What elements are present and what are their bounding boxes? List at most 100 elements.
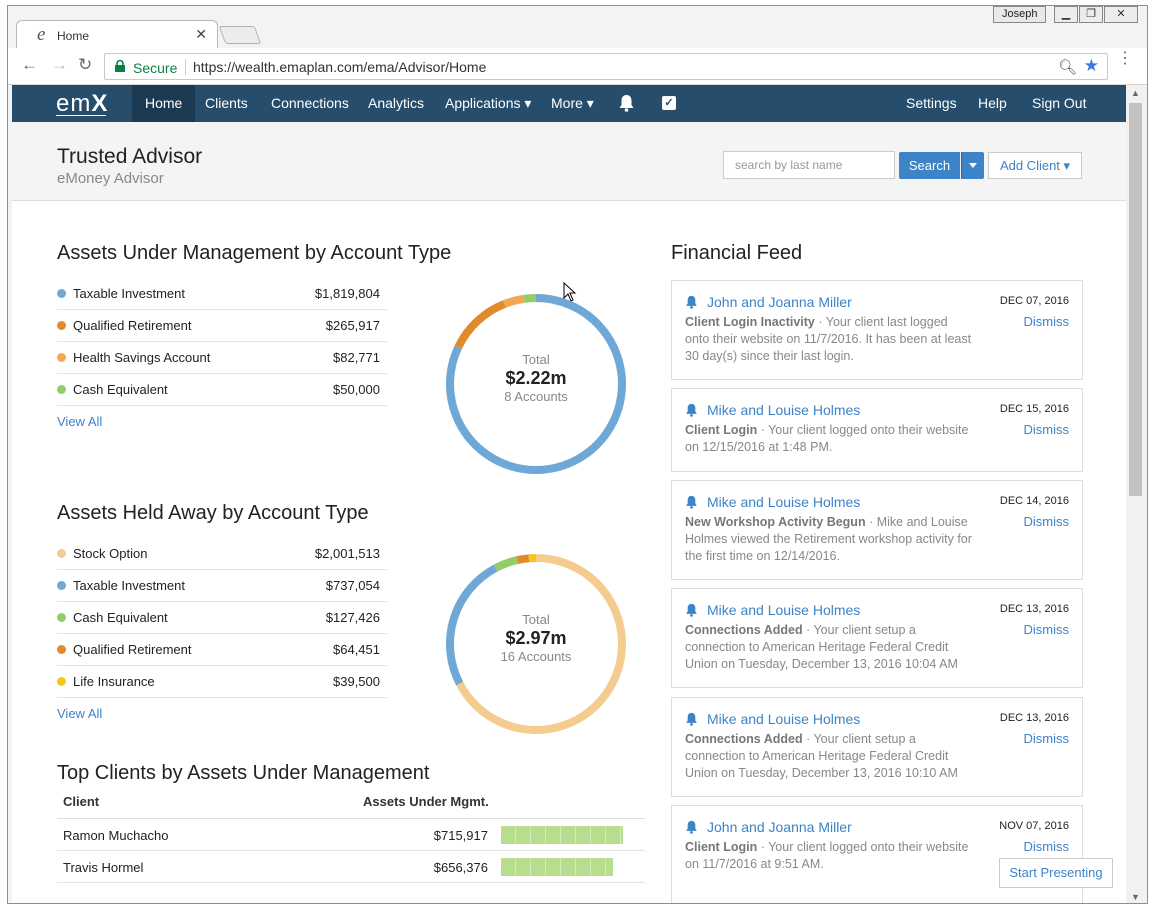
donut-slice-0[interactable] xyxy=(446,294,626,474)
legend-label: Cash Equivalent xyxy=(73,610,168,625)
back-arrow-icon[interactable]: ← xyxy=(21,55,38,74)
feed-text: Connections Added · Your client setup a … xyxy=(685,731,975,782)
emx-logo[interactable]: emX xyxy=(56,90,108,118)
donut-slice-1[interactable] xyxy=(446,564,498,686)
nav-home[interactable]: Home xyxy=(132,85,196,122)
legend-dot xyxy=(57,677,66,686)
legend-dot xyxy=(57,581,66,590)
browser-menu-icon[interactable]: ⋮ xyxy=(1117,50,1133,67)
legend-label: Taxable Investment xyxy=(73,578,186,593)
search-options-dropdown[interactable] xyxy=(961,152,984,179)
add-client-button[interactable]: Add Client ▾ xyxy=(988,152,1082,179)
close-tab-icon[interactable]: ✕ xyxy=(195,26,207,42)
bell-icon xyxy=(686,495,697,509)
legend-value: $2,001,513 xyxy=(314,546,380,561)
legend-value: $50,000 xyxy=(333,382,380,397)
search-button[interactable]: Search xyxy=(899,152,960,179)
feed-message: · Your client setup a connection to Amer… xyxy=(685,623,958,671)
feed-card: Mike and Louise Holmes DEC 13, 2016 Dism… xyxy=(671,697,1083,797)
feed-client-link[interactable]: Mike and Louise Holmes xyxy=(707,402,861,418)
scroll-down-icon[interactable]: ▼ xyxy=(1131,892,1140,902)
feed-card: Mike and Louise Holmes DEC 13, 2016 Dism… xyxy=(671,588,1083,688)
minimize-icon[interactable]: ▁ xyxy=(1054,6,1078,23)
table-row[interactable]: Ramon Muchacho $715,917 xyxy=(57,819,645,851)
feed-type: New Workshop Activity Begun xyxy=(685,515,866,529)
nav-help[interactable]: Help xyxy=(978,95,1007,111)
held-legend-row: Taxable Investment $737,054 xyxy=(57,570,387,602)
legend-dot xyxy=(57,613,66,622)
donut-slice-3[interactable] xyxy=(523,294,537,303)
held-view-all-link[interactable]: View All xyxy=(57,706,103,721)
maximize-icon[interactable]: ❐ xyxy=(1079,6,1103,23)
nav-analytics[interactable]: Analytics xyxy=(368,95,425,111)
feed-client-link[interactable]: Mike and Louise Holmes xyxy=(707,602,861,618)
aum-view-all-link[interactable]: View All xyxy=(57,414,103,429)
donut-total-value: $2.22m xyxy=(505,368,567,388)
nav-connections[interactable]: Connections xyxy=(271,95,349,111)
page-viewport: emX Home Clients Connections Analytics A… xyxy=(12,85,1126,903)
feed-text: Connections Added · Your client setup a … xyxy=(685,622,975,673)
feed-date: DEC 15, 2016 xyxy=(999,403,1069,415)
nav-applications[interactable]: Applications ▾ xyxy=(445,95,532,111)
zoom-icon[interactable]: 🔍︎ xyxy=(1057,59,1077,76)
vertical-scrollbar[interactable]: ▲ ▼ xyxy=(1126,85,1145,903)
dismiss-link[interactable]: Dismiss xyxy=(1023,422,1070,437)
table-row[interactable]: Travis Hormel $656,376 xyxy=(57,851,645,883)
column-assets[interactable]: Assets Under Mgmt. xyxy=(363,794,489,809)
new-tab-button[interactable] xyxy=(218,26,262,44)
held-legend-row: Cash Equivalent $127,426 xyxy=(57,602,387,634)
donut-slice-1[interactable] xyxy=(454,300,506,350)
donut-slice-0[interactable] xyxy=(456,554,626,734)
aum-legend-row: Taxable Investment $1,819,804 xyxy=(57,278,387,310)
donut-accounts: 8 Accounts xyxy=(504,389,568,404)
feed-date: DEC 13, 2016 xyxy=(999,603,1069,615)
browser-window: e Home ✕ Joseph ▁ ❐ ✕ ← → ↻ Secure https… xyxy=(7,5,1148,904)
start-presenting-button[interactable]: Start Presenting xyxy=(999,858,1113,888)
browser-tab-home[interactable]: e Home ✕ xyxy=(16,20,218,49)
feed-card: Mike and Louise Holmes DEC 14, 2016 Dism… xyxy=(671,480,1083,580)
profile-button[interactable]: Joseph xyxy=(993,6,1047,23)
donut-total-label: Total xyxy=(522,612,550,627)
bookmark-star-icon[interactable]: ★ xyxy=(1083,56,1099,75)
feed-date: DEC 14, 2016 xyxy=(999,495,1069,507)
feed-message: · Your client last logged onto their web… xyxy=(685,315,972,363)
legend-dot xyxy=(57,353,66,362)
dismiss-link[interactable]: Dismiss xyxy=(1023,839,1070,854)
dismiss-link[interactable]: Dismiss xyxy=(1023,314,1070,329)
nav-sign-out[interactable]: Sign Out xyxy=(1032,95,1087,111)
donut-slice-2[interactable] xyxy=(502,294,525,308)
legend-value: $265,917 xyxy=(325,318,380,333)
notifications-bell-icon[interactable] xyxy=(618,94,635,112)
aum-donut-chart[interactable]: Total $2.22m 8 Accounts xyxy=(436,284,636,484)
feed-type: Client Login xyxy=(685,840,758,854)
url-input[interactable]: Secure https://wealth.emaplan.com/ema/Ad… xyxy=(104,53,1108,80)
donut-slice-3[interactable] xyxy=(516,554,530,564)
legend-label: Cash Equivalent xyxy=(73,382,168,397)
nav-settings[interactable]: Settings xyxy=(906,95,957,111)
aum-legend-row: Qualified Retirement $265,917 xyxy=(57,310,387,342)
scrollbar-thumb[interactable] xyxy=(1129,103,1142,496)
reload-icon[interactable]: ↻ xyxy=(78,55,93,74)
feed-client-link[interactable]: John and Joanna Miller xyxy=(707,819,852,835)
dismiss-link[interactable]: Dismiss xyxy=(1023,622,1070,637)
search-input[interactable]: search by last name xyxy=(723,151,895,179)
dismiss-link[interactable]: Dismiss xyxy=(1023,514,1070,529)
close-window-icon[interactable]: ✕ xyxy=(1104,6,1138,23)
column-client[interactable]: Client xyxy=(63,794,100,809)
secure-label: Secure xyxy=(133,60,178,76)
nav-more[interactable]: More ▾ xyxy=(551,95,594,111)
tasks-checkbox-icon[interactable]: ✓ xyxy=(662,96,676,110)
feed-client-link[interactable]: John and Joanna Miller xyxy=(707,294,852,310)
scroll-up-icon[interactable]: ▲ xyxy=(1131,88,1140,98)
forward-arrow-icon[interactable]: → xyxy=(51,55,68,74)
feed-client-link[interactable]: Mike and Louise Holmes xyxy=(707,711,861,727)
donut-slice-2[interactable] xyxy=(493,556,519,572)
held-donut-chart[interactable]: Total $2.97m 16 Accounts xyxy=(436,544,636,744)
feed-message: · Mike and Louise Holmes viewed the Reti… xyxy=(685,515,972,563)
dismiss-link[interactable]: Dismiss xyxy=(1023,731,1070,746)
legend-value: $1,819,804 xyxy=(314,286,380,301)
client-name: Travis Hormel xyxy=(63,860,144,875)
held-away-title: Assets Held Away by Account Type xyxy=(57,502,369,524)
nav-clients[interactable]: Clients xyxy=(205,95,248,111)
feed-client-link[interactable]: Mike and Louise Holmes xyxy=(707,494,861,510)
